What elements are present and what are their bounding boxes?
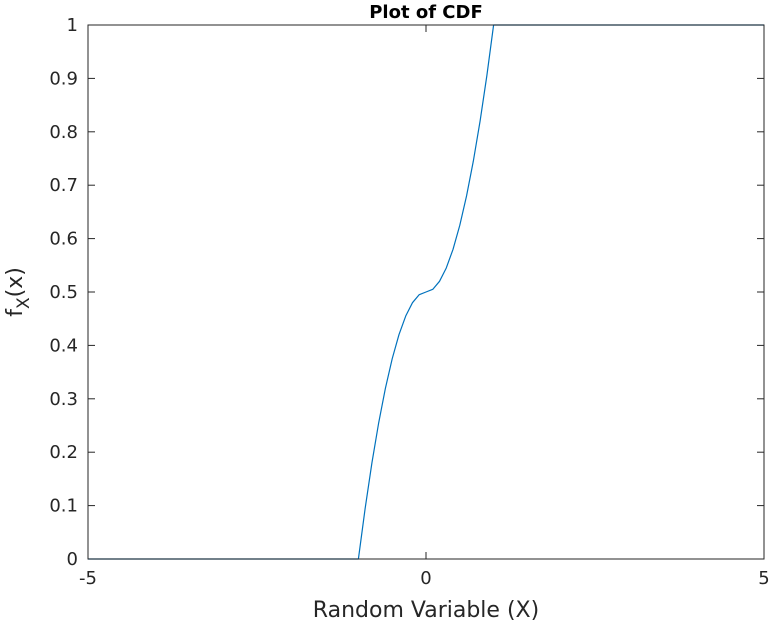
labels-layer: 00.10.20.30.40.50.60.70.80.91-5 0 5 [49,15,769,589]
y-axis-label: fX(x) [3,267,34,317]
y-axis-label-main: f [3,308,28,317]
cdf-series-line [88,24,764,560]
y-tick-label: 0.7 [49,175,78,196]
axes-box [87,24,765,560]
x-tick-label: 0 [420,568,431,589]
y-tick-label: 0 [67,549,78,570]
y-axis-label-subscript: X [14,297,34,309]
y-tick-label: 0.6 [49,229,78,250]
y-tick-label: 0.9 [49,68,78,89]
y-tick-label: 0.2 [49,442,78,463]
x-axis-label: Random Variable (X) [313,598,539,623]
y-tick-label: 0.8 [49,122,78,143]
chart-title: Plot of CDF [369,2,483,23]
series-layer [88,24,764,560]
y-tick-label: 1 [67,15,78,36]
y-tick-label: 0.4 [49,335,78,356]
y-tick-label: 0.3 [49,389,78,410]
x-tick-label: 5 [758,568,769,589]
y-axis-label-suffix: (x) [3,267,28,297]
y-tick-label: 0.1 [49,496,78,517]
y-tick-label: 0.5 [49,282,78,303]
x-tick-label: -5 [79,568,97,589]
